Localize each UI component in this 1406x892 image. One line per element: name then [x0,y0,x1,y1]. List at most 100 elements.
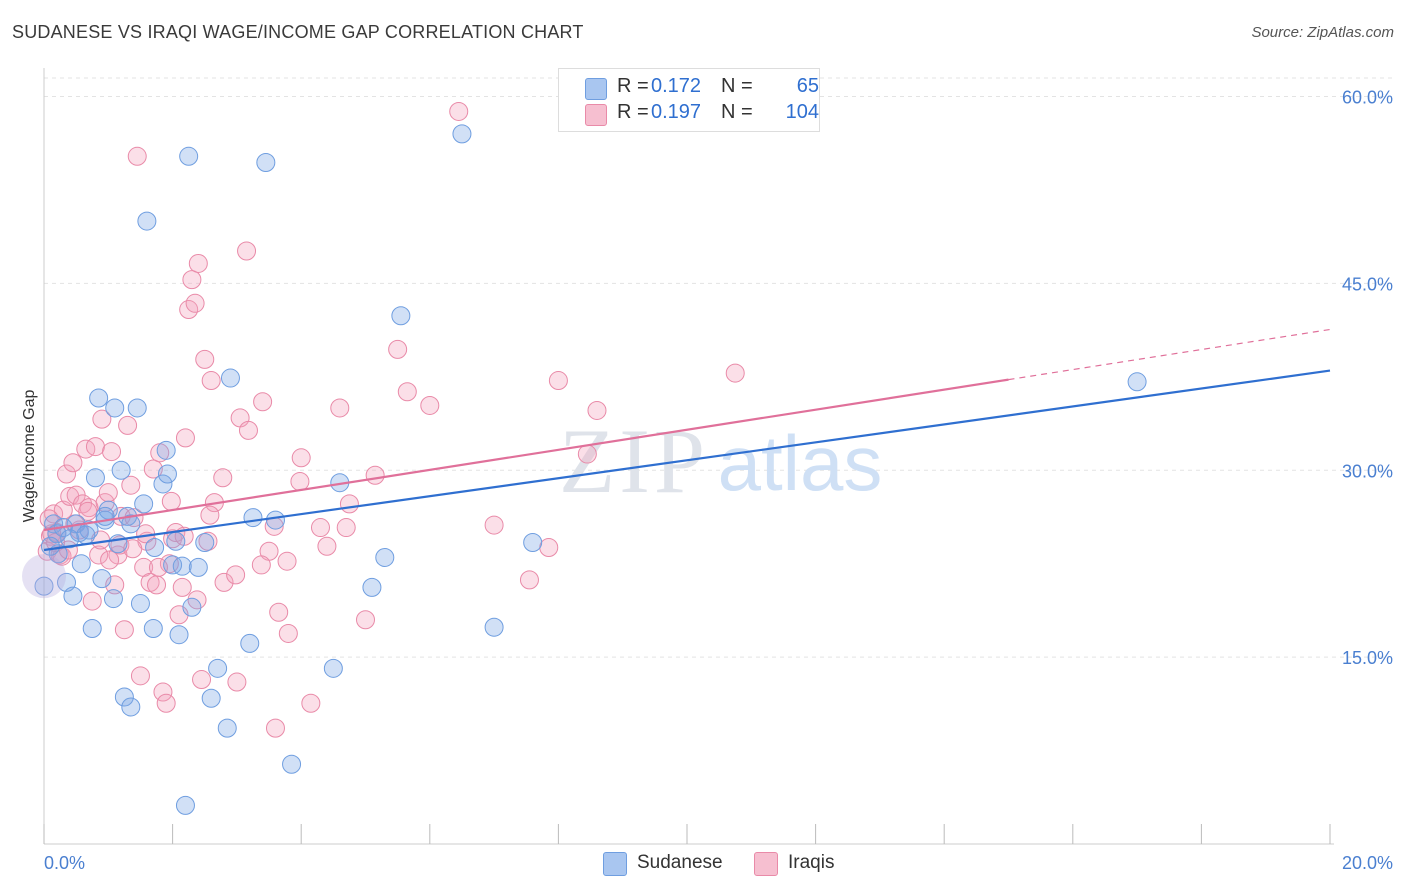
sudanese-point [240,633,260,653]
axes [43,68,1334,845]
sudanese-point [76,525,96,545]
iraqi-point [192,670,212,690]
iraqi-point [336,518,356,538]
iraqi-point [175,428,195,448]
bottom-legend-swatch-iraqis [754,852,778,876]
sudanese-point [157,464,177,484]
sudanese-point [172,556,192,576]
sudanese-point [166,531,186,551]
iraqi-point [57,464,77,484]
sudanese-point [217,718,237,738]
iraqi-point [277,551,297,571]
sudanese-point [243,508,263,528]
iraqi-point [188,253,208,273]
sudanese-point [137,211,157,231]
iraqi-point [227,672,247,692]
tick-labels: 15.0% 30.0% 45.0% 60.0% 0.0% 20.0% [44,88,1393,874]
iraqi-point [153,682,173,702]
sudanese-point [282,754,302,774]
sudanese-point [375,547,395,567]
sudanese-point [103,589,123,609]
iraqi-point [98,483,118,503]
iraqi-point [365,465,385,485]
sudanese-point [256,153,276,173]
legend-r-label: R = [617,101,649,123]
sudanese-point [179,146,199,166]
chart-title: SUDANESE VS IRAQI WAGE/INCOME GAP CORREL… [12,22,584,42]
iraqi-point [147,575,167,595]
sudanese-point [79,520,99,540]
watermark-atlas: atlas [718,419,883,507]
sudanese-point [188,557,208,577]
sudanese-point [111,460,131,480]
iraqi-point [63,453,83,473]
iraqi-point [388,339,408,359]
iraqi-point [330,398,350,418]
iraqi-point [484,515,504,535]
sudanese-point-cluster [22,554,66,599]
sudanese-point [201,688,221,708]
x-tick-label: 20.0% [1342,853,1393,873]
sudanese-trend-line [43,369,1331,552]
iraqi-points [37,101,745,738]
iraqi-trend-line-extension [1008,328,1331,381]
iraqi-point [200,505,220,525]
sudanese-point [114,687,134,707]
iraqi-point [317,536,337,556]
bottom-legend-label-iraqis: Iraqis [788,852,835,873]
iraqi-point [339,494,359,514]
iraqi-point [92,409,112,429]
iraqi-point [577,444,597,464]
sudanese-point [89,388,109,408]
sudanese-point [40,536,60,556]
iraqi-point [226,565,246,585]
sudanese-point [523,533,543,553]
sudanese-point [143,618,163,638]
sudanese-point [169,625,189,645]
sudanese-point [92,569,112,589]
iraqi-point [182,270,202,290]
iraqi-point [78,501,98,521]
iraqi-point [269,602,289,622]
sudanese-point [156,440,176,460]
iraqi-point [237,241,257,261]
bottom-legend-label-sudanese: Sudanese [637,852,723,873]
sudanese-point [452,124,472,144]
y-axis-label: Wage/Income Gap [21,390,38,523]
iraqi-point [89,545,109,565]
iraqi-point [278,623,298,643]
iraqi-point [118,415,138,435]
iraqi-point [253,392,273,412]
sudanese-point [208,658,228,678]
iraqi-point [127,146,147,166]
sudanese-point [145,537,165,557]
bottom-legend-swatch-sudanese [603,852,627,876]
iraqi-point [397,382,417,402]
iraqi-point [143,459,163,479]
sudanese-point [71,554,91,574]
y-tick-label: 60.0% [1342,88,1393,108]
legend: R = 0.172 N = 65 R = 0.197 N = 104 [558,68,820,132]
sudanese-point [195,533,215,553]
iraqi-point [539,537,559,557]
sudanese-point [130,594,150,614]
iraqi-point [238,420,258,440]
legend-swatch-iraqis [585,104,607,126]
iraqi-point [265,718,285,738]
sudanese-point [153,474,173,494]
iraqi-point [519,570,539,590]
sudanese-point [127,398,147,418]
sudanese-point [121,697,141,717]
legend-n-value: 104 [785,101,819,123]
sudanese-point [175,795,195,815]
sudanese-point [95,506,115,526]
iraqi-point [148,557,168,577]
legend-r-label: R = [617,75,649,97]
sudanese-point [105,398,125,418]
iraqi-point [123,539,143,559]
chart-source: Source: ZipAtlas.com [1251,24,1394,41]
legend-n-label: N = [721,75,753,97]
trend-lines [43,328,1331,552]
sudanese-points [22,124,1147,815]
